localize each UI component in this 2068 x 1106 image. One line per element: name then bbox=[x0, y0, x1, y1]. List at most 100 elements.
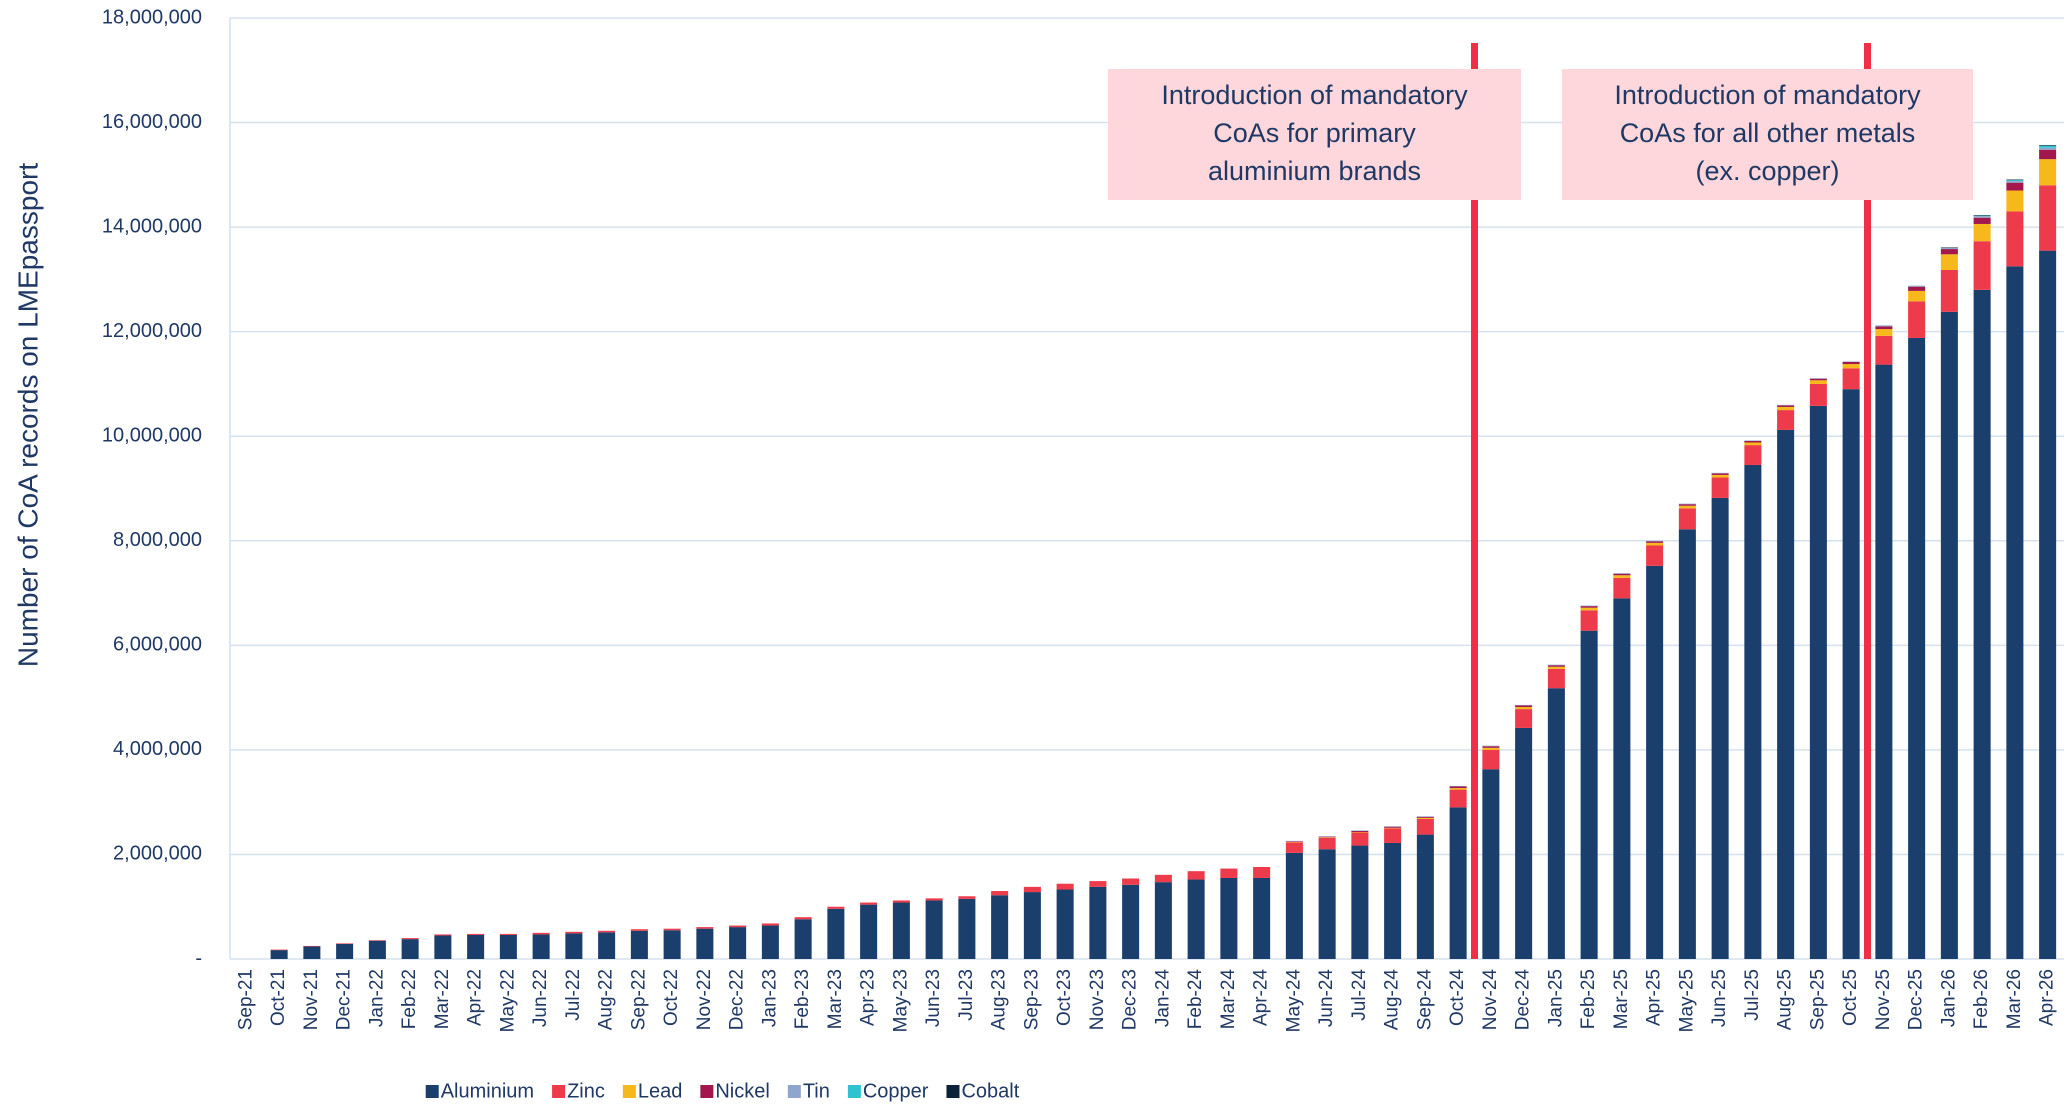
bar-segment bbox=[1777, 429, 1795, 960]
bar-segment bbox=[532, 934, 550, 959]
y-tick-label: 14,000,000 bbox=[102, 215, 202, 237]
bar-segment bbox=[1253, 877, 1271, 959]
x-tick-label: Jul-22 bbox=[563, 969, 584, 1021]
bar-segment bbox=[1613, 573, 1631, 576]
bar-segment bbox=[1809, 380, 1827, 384]
bar-segment bbox=[336, 943, 354, 944]
bar-segment bbox=[696, 927, 714, 929]
bar-segment bbox=[1875, 329, 1893, 336]
bar-segment bbox=[2006, 179, 2024, 181]
annotation-text: Introduction of mandatory bbox=[1161, 80, 1468, 110]
bar-segment bbox=[1220, 877, 1238, 959]
x-tick-label: May-25 bbox=[1676, 969, 1697, 1032]
annotation-text: (ex. copper) bbox=[1695, 156, 1839, 186]
bar-segment bbox=[1023, 886, 1041, 893]
x-tick-label: Dec-23 bbox=[1120, 969, 1141, 1030]
bar-segment bbox=[1809, 405, 1827, 959]
bar-segment bbox=[1482, 749, 1500, 770]
x-tick-label: Jan-26 bbox=[1938, 969, 1959, 1027]
bar-segment bbox=[1777, 404, 1795, 406]
bar-segment bbox=[1547, 666, 1565, 669]
bar-segment bbox=[1908, 286, 1926, 291]
bar-segment bbox=[1449, 807, 1467, 959]
bar-segment bbox=[1285, 840, 1303, 842]
y-tick-label: 10,000,000 bbox=[102, 425, 202, 447]
legend-swatch bbox=[847, 1085, 861, 1098]
legend-label: Aluminium bbox=[441, 1080, 534, 1102]
x-tick-label: Jul-23 bbox=[956, 969, 977, 1021]
bar-segment bbox=[2006, 182, 2024, 191]
bar-segment bbox=[303, 945, 321, 947]
x-tick-label: Dec-25 bbox=[1906, 969, 1927, 1030]
x-tick-label: Dec-22 bbox=[727, 969, 748, 1030]
bar-segment bbox=[1351, 832, 1369, 846]
bar-segment bbox=[1875, 335, 1893, 365]
bar-segment bbox=[827, 908, 845, 959]
bar-segment bbox=[467, 933, 485, 935]
annotation-text: CoAs for primary bbox=[1213, 118, 1416, 148]
bar-segment bbox=[729, 927, 747, 959]
bar-segment bbox=[1875, 364, 1893, 959]
x-tick-label: Jun-25 bbox=[1709, 969, 1730, 1027]
bar-segment bbox=[1122, 878, 1140, 885]
bar-segment bbox=[1580, 610, 1598, 631]
bar-segment bbox=[1318, 836, 1336, 838]
bar-segment bbox=[1646, 545, 1664, 566]
bar-segment bbox=[1711, 477, 1729, 498]
x-tick-label: Oct-23 bbox=[1054, 969, 1075, 1026]
bar-segment bbox=[1777, 406, 1795, 411]
bar-segment bbox=[1351, 830, 1369, 832]
bar-segment bbox=[958, 896, 976, 899]
bar-segment bbox=[1515, 707, 1533, 710]
x-tick-label: May-23 bbox=[890, 969, 911, 1032]
x-tick-label: Nov-25 bbox=[1873, 969, 1894, 1030]
bar-segment bbox=[303, 946, 321, 959]
bar-segment bbox=[1842, 368, 1860, 390]
bar-segment bbox=[925, 900, 943, 959]
bar-segment bbox=[1089, 886, 1107, 959]
bar-segment bbox=[1940, 249, 1958, 255]
bar-segment bbox=[1384, 828, 1402, 843]
bar-segment bbox=[1973, 289, 1991, 959]
y-tick-label: 18,000,000 bbox=[102, 6, 202, 28]
bar-segment bbox=[270, 949, 288, 951]
bar-segment bbox=[1842, 361, 1860, 362]
bar-segment bbox=[1416, 818, 1434, 835]
bar-segment bbox=[1482, 745, 1500, 747]
bar-segment bbox=[2039, 147, 2057, 150]
bar-segment bbox=[1973, 217, 1991, 224]
x-tick-label: Mar-23 bbox=[825, 969, 846, 1029]
bar-segment bbox=[991, 895, 1009, 959]
bar-segment bbox=[1318, 849, 1336, 959]
bar-segment bbox=[1154, 874, 1172, 883]
x-tick-label: Feb-25 bbox=[1578, 969, 1599, 1029]
bar-segment bbox=[467, 934, 485, 959]
bar-segment bbox=[1089, 881, 1107, 887]
legend-label: Cobalt bbox=[961, 1080, 1019, 1102]
y-tick-label: 16,000,000 bbox=[102, 111, 202, 133]
bar-segment bbox=[401, 939, 419, 959]
x-tick-label: Feb-24 bbox=[1185, 969, 1206, 1030]
bar-segment bbox=[1285, 842, 1303, 853]
x-tick-label: Oct-22 bbox=[661, 969, 682, 1026]
bar-segment bbox=[1220, 868, 1238, 878]
legend-label: Nickel bbox=[715, 1080, 769, 1102]
y-tick-label: 6,000,000 bbox=[113, 634, 202, 656]
bar-segment bbox=[1744, 440, 1762, 443]
legend: Aluminium Zinc Lead Nickel Tin Copper Cobalt bbox=[425, 1080, 1020, 1102]
x-tick-label: Jun-22 bbox=[530, 969, 551, 1027]
x-tick-label: Sep-23 bbox=[1021, 969, 1042, 1030]
bar-segment bbox=[1908, 285, 1926, 287]
bar-segment bbox=[1940, 254, 1958, 270]
x-tick-label: Sep-22 bbox=[628, 969, 649, 1030]
legend-label: Zinc bbox=[567, 1080, 605, 1102]
annotation-text: CoAs for all other metals bbox=[1620, 118, 1916, 148]
bar-segment bbox=[1973, 241, 1991, 290]
bar-segment bbox=[1711, 473, 1729, 475]
x-tick-label: Jan-24 bbox=[1152, 969, 1173, 1028]
x-tick-label: Mar-26 bbox=[2004, 969, 2025, 1029]
bar-segment bbox=[2039, 250, 2057, 959]
bar-segment bbox=[1875, 325, 1893, 327]
legend-swatch bbox=[946, 1085, 960, 1098]
y-axis-title: Number of CoA records on LMEpassport bbox=[12, 163, 43, 667]
